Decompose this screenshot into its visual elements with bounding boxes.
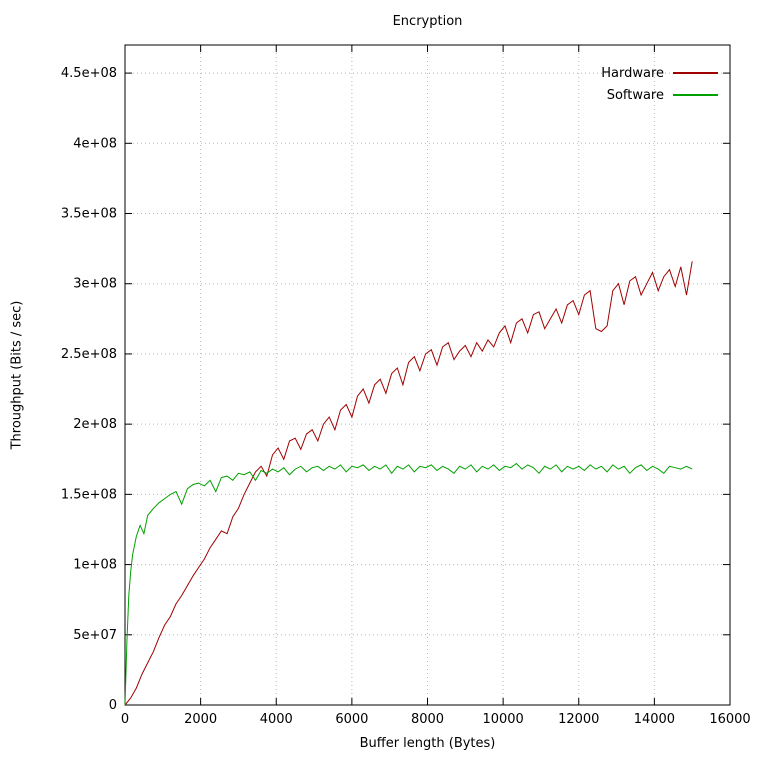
y-tick-label: 3e+08 [73,277,117,292]
x-tick-label: 2000 [184,712,217,727]
legend-item-hardware: Hardware [601,62,718,84]
x-tick-label: 0 [121,712,129,727]
chart-title: Encryption [392,14,463,29]
y-tick-label: 4.5e+08 [61,66,117,81]
y-tick-label: 1.5e+08 [61,487,117,502]
x-axis-label: Buffer length (Bytes) [359,736,496,751]
y-tick-label: 2e+08 [73,417,117,432]
y-tick-label: 0 [109,698,117,713]
legend-item-software: Software [601,84,718,106]
x-tick-label: 8000 [411,712,444,727]
x-tick-label: 6000 [335,712,368,727]
series-line-software [124,462,693,706]
x-tick-label: 16000 [709,712,750,727]
x-tick-label: 4000 [260,712,293,727]
x-tick-label: 12000 [558,712,599,727]
legend-line-swatch-software [673,94,718,96]
plot-border [124,44,731,706]
legend-label-hardware: Hardware [601,65,664,81]
x-tick-label: 14000 [634,712,675,727]
y-tick-label: 5e+07 [73,628,117,643]
legend-line-swatch-hardware [673,72,718,74]
y-tick-label: 4e+08 [73,136,117,151]
y-tick-label: 3.5e+08 [61,207,117,222]
y-tick-label: 2.5e+08 [61,347,117,362]
legend: Hardware Software [601,62,718,106]
x-tick-label: 10000 [482,712,523,727]
legend-label-software: Software [606,87,664,103]
series-line-hardware [124,261,693,706]
y-tick-label: 1e+08 [73,558,117,573]
